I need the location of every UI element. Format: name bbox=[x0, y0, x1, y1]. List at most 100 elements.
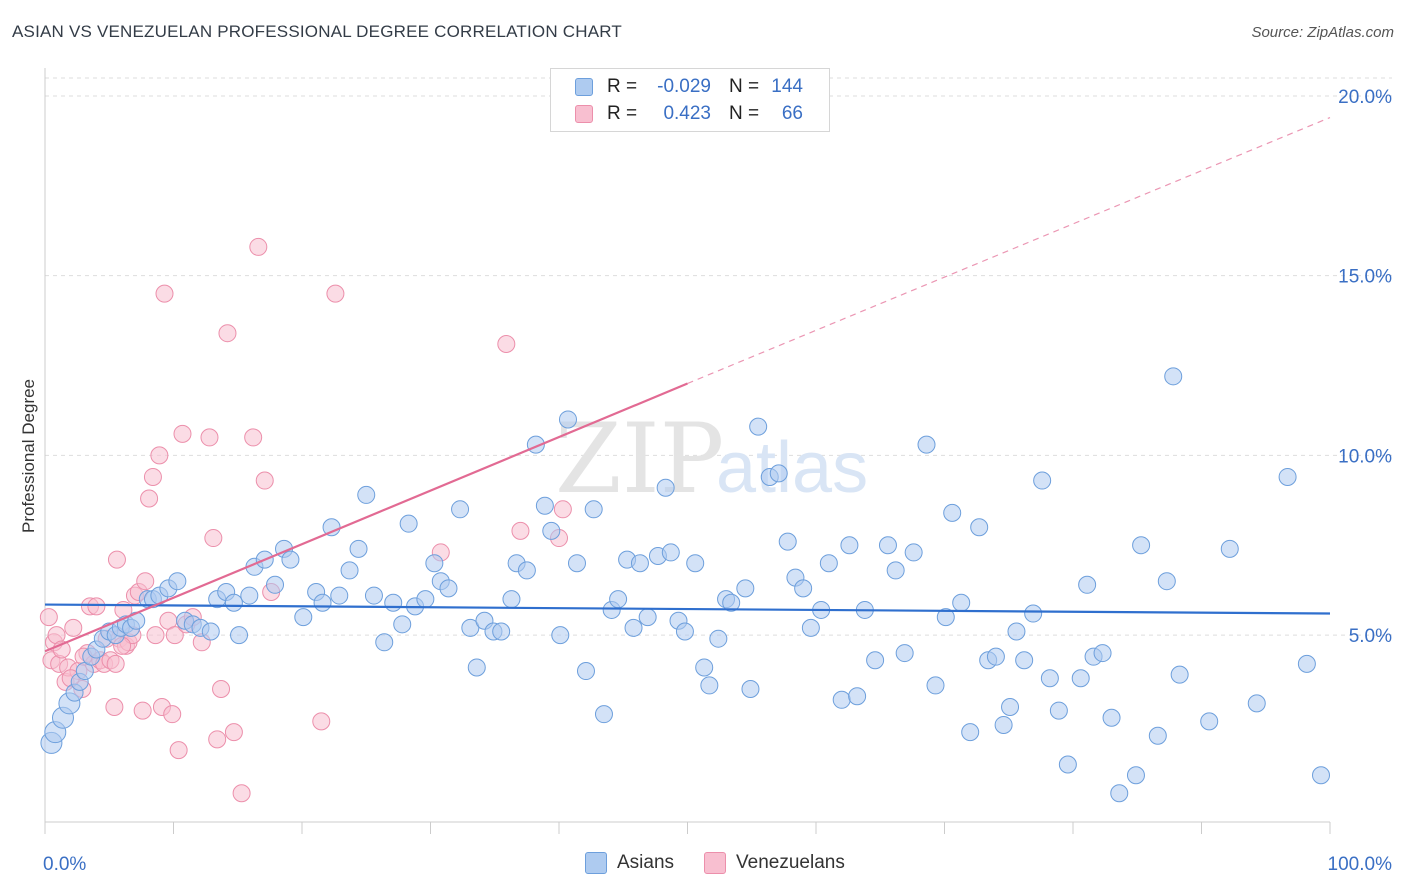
asian-point bbox=[551, 626, 570, 645]
venezuelan-point bbox=[312, 712, 331, 731]
asian-point bbox=[224, 593, 243, 612]
n-value: 144 bbox=[771, 76, 803, 97]
venezuelan-point bbox=[232, 784, 251, 803]
asian-point bbox=[904, 543, 923, 562]
asian-point bbox=[709, 629, 728, 648]
asian-point bbox=[542, 521, 561, 540]
venezuelan-point bbox=[136, 572, 155, 591]
venezuelan-point bbox=[87, 597, 106, 616]
asian-point bbox=[1157, 572, 1176, 591]
trend-lines bbox=[44, 116, 1331, 653]
asian-point bbox=[609, 590, 628, 609]
asian-point bbox=[661, 543, 680, 562]
venezuelan-point bbox=[497, 334, 516, 353]
asian-point bbox=[594, 705, 613, 724]
asian-point bbox=[230, 626, 249, 645]
correlation-legend: R = -0.029 N = 144 R = 0.423 N = 66 bbox=[550, 68, 830, 132]
asian-point bbox=[840, 536, 859, 555]
asians-swatch-icon bbox=[575, 78, 593, 96]
asian-point bbox=[294, 608, 313, 627]
venezuelan-point bbox=[163, 705, 182, 724]
asian-point bbox=[576, 662, 595, 681]
asian-points bbox=[40, 367, 1331, 803]
asian-point bbox=[313, 593, 332, 612]
venezuelans-legend-label: Venezuelans bbox=[736, 852, 845, 873]
asian-point bbox=[266, 575, 285, 594]
y-tick-label: 15.0% bbox=[1338, 267, 1392, 288]
asian-point bbox=[878, 536, 897, 555]
asian-point bbox=[686, 554, 705, 573]
asian-point bbox=[943, 503, 962, 522]
venezuelan-point bbox=[105, 697, 124, 716]
asian-point bbox=[695, 658, 714, 677]
asians-legend-icon bbox=[585, 852, 607, 874]
asian-point bbox=[819, 554, 838, 573]
asian-point bbox=[384, 593, 403, 612]
asians-legend-label: Asians bbox=[617, 852, 675, 873]
asian-point bbox=[675, 622, 694, 641]
watermark-atlas: atlas bbox=[716, 428, 868, 508]
venezuelan-point bbox=[146, 626, 165, 645]
asian-point bbox=[1164, 367, 1183, 386]
venezuelan-point bbox=[39, 608, 58, 627]
venezuelan-trend-line bbox=[44, 382, 688, 653]
asian-point bbox=[1312, 766, 1331, 785]
series-legend: Asians Venezuelans bbox=[585, 852, 875, 874]
asian-trend-line bbox=[44, 603, 1331, 615]
watermark-zip: ZIP bbox=[555, 403, 724, 515]
axes bbox=[44, 68, 1331, 834]
venezuelan-point bbox=[173, 424, 192, 443]
asian-point bbox=[1200, 712, 1219, 731]
asian-point bbox=[1049, 701, 1068, 720]
chart-title: ASIAN VS VENEZUELAN PROFESSIONAL DEGREE … bbox=[12, 22, 622, 41]
venezuelan-point bbox=[133, 701, 152, 720]
n-label: N = bbox=[729, 76, 760, 97]
y-tick-label: 5.0% bbox=[1349, 626, 1392, 647]
asian-point bbox=[1126, 766, 1145, 785]
y-tick-label: 20.0% bbox=[1338, 87, 1392, 108]
asian-point bbox=[364, 586, 383, 605]
asian-point bbox=[168, 572, 187, 591]
asian-point bbox=[330, 586, 349, 605]
asian-point bbox=[393, 615, 412, 634]
asian-point bbox=[1247, 694, 1266, 713]
asian-point bbox=[926, 676, 945, 695]
asian-point bbox=[769, 464, 788, 483]
asian-point bbox=[502, 590, 521, 609]
asian-point bbox=[439, 579, 458, 598]
venezuelan-point bbox=[169, 741, 188, 760]
venezuelan-point bbox=[140, 489, 159, 508]
asian-point bbox=[1007, 622, 1026, 641]
venezuelans-swatch-icon bbox=[575, 105, 593, 123]
watermark: ZIP atlas bbox=[555, 403, 868, 515]
venezuelans-legend-icon bbox=[704, 852, 727, 874]
r-value: 0.423 bbox=[663, 103, 711, 124]
grid bbox=[45, 77, 1392, 636]
asian-point bbox=[584, 500, 603, 519]
asian-point bbox=[895, 644, 914, 663]
asian-point bbox=[1001, 697, 1020, 716]
asian-point bbox=[349, 539, 368, 558]
asian-point bbox=[936, 608, 955, 627]
venezuelan-point bbox=[224, 723, 243, 742]
venezuelan-point bbox=[511, 521, 530, 540]
asian-point bbox=[624, 618, 643, 637]
asian-point bbox=[961, 723, 980, 742]
asian-point bbox=[1040, 669, 1059, 688]
venezuelan-point bbox=[553, 500, 572, 519]
asian-point bbox=[357, 485, 376, 504]
asian-point bbox=[467, 658, 486, 677]
asian-point bbox=[749, 417, 768, 436]
asian-point bbox=[416, 590, 435, 609]
venezuelan-trend-extension bbox=[687, 116, 1331, 385]
venezuelan-point bbox=[107, 550, 126, 569]
venezuelan-point bbox=[150, 446, 169, 465]
legend-item-asians: Asians bbox=[585, 852, 674, 874]
asian-point bbox=[801, 618, 820, 637]
asian-point bbox=[1148, 726, 1167, 745]
asian-point bbox=[630, 554, 649, 573]
legend-row-venezuelans: R = 0.423 N = 66 bbox=[575, 102, 803, 126]
asian-point bbox=[375, 633, 394, 652]
asian-point bbox=[778, 532, 797, 551]
